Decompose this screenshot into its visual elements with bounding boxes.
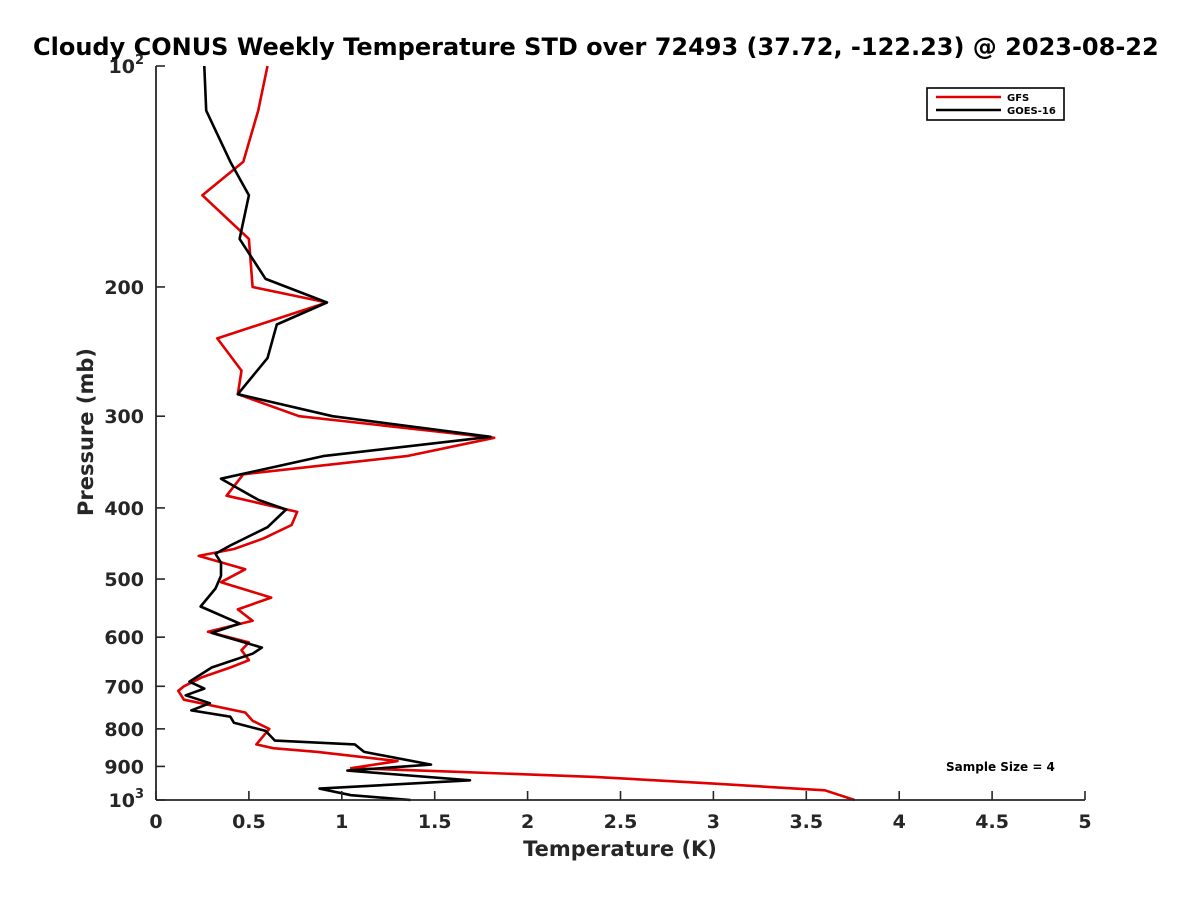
x-tick-label-9: 4.5 [975,811,1009,833]
y-tick-label-1: 200 [104,277,144,299]
y-tick-base-6: 700 [104,676,144,698]
series-line-goes-16 [184,65,492,802]
y-tick-label-0: 102 [109,53,145,78]
series-line-gfs [177,65,856,802]
x-tick-label-6: 3 [707,811,720,833]
y-tick-label-4: 500 [104,569,144,591]
legend-entries: GFS GOES-16 [936,93,1056,117]
x-tick-label-3: 1.5 [418,811,452,833]
y-tick-base-4: 500 [104,569,144,591]
y-tick-label-8: 900 [104,756,144,778]
y-tick-base-2: 300 [104,406,144,428]
y-tick-base-1: 200 [104,277,144,299]
legend-label-0: GFS [1007,93,1029,104]
x-axis-label: Temperature (K) [523,837,717,861]
y-tick-base-5: 600 [104,627,144,649]
y-tick-label-9: 103 [109,787,145,812]
y-tick-base-7: 800 [104,719,144,741]
plot-area: 0 0.5 1 1.5 2 2.5 3 3.5 4 4.5 5 102200300400500600… [104,53,1091,833]
legend-label-1: GOES-16 [1007,106,1056,117]
x-ticks: 0 0.5 1 1.5 2 2.5 3 3.5 4 4.5 5 [149,791,1092,833]
chart-title: Cloudy CONUS Weekly Temperature STD over… [33,33,1159,61]
y-tick-base-3: 400 [104,498,144,520]
x-tick-label-4: 2 [521,811,534,833]
x-tick-label-0: 0 [149,811,162,833]
y-tick-label-6: 700 [104,676,144,698]
y-tick-base-9: 10 [109,790,135,812]
x-tick-label-8: 4 [893,811,906,833]
y-tick-exponent-9: 3 [135,787,144,802]
x-tick-label-1: 0.5 [232,811,266,833]
legend: GFS GOES-16 [926,87,1065,121]
y-tick-label-3: 400 [104,498,144,520]
x-tick-label-2: 1 [335,811,348,833]
y-axis-label: Pressure (mb) [74,348,98,516]
y-tick-label-2: 300 [104,406,144,428]
y-tick-exponent-0: 2 [135,53,144,68]
y-tick-label-7: 800 [104,719,144,741]
x-tick-label-10: 5 [1078,811,1091,833]
legend-box [926,87,1065,121]
y-tick-label-5: 600 [104,627,144,649]
series-layer [177,65,856,802]
sample-size-note: Sample Size = 4 [946,760,1055,774]
x-tick-label-5: 2.5 [604,811,638,833]
x-tick-label-7: 3.5 [789,811,823,833]
y-tick-base-8: 900 [104,756,144,778]
y-tick-base-0: 10 [109,56,135,78]
